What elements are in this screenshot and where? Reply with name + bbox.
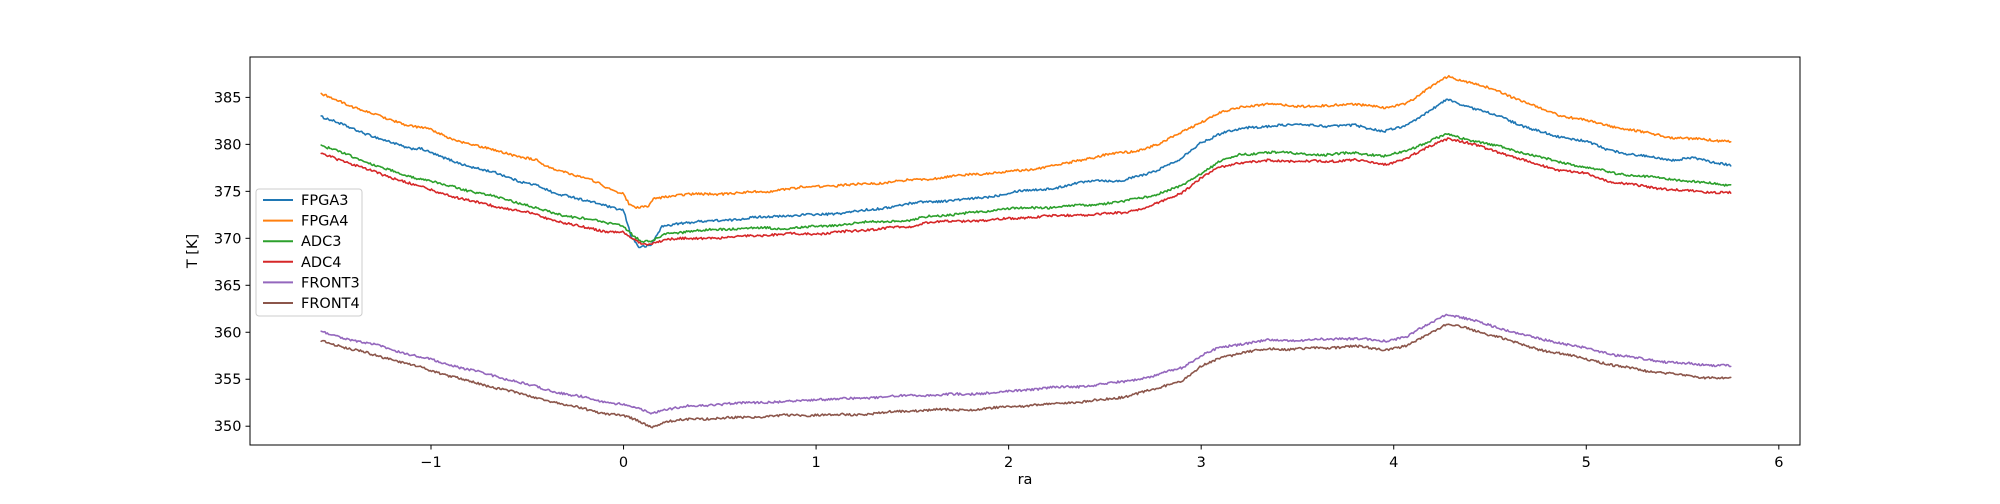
y-tick-label: 365: [214, 278, 242, 294]
y-tick-label: 370: [214, 231, 242, 247]
x-tick-label: 1: [811, 455, 820, 471]
series-line-FRONT4: [320, 323, 1732, 429]
x-tick-label: 6: [1774, 455, 1783, 471]
y-tick-label: 350: [214, 419, 242, 435]
x-tick-label: 5: [1582, 455, 1591, 471]
series-line-ADC3: [320, 133, 1732, 244]
legend-label-FRONT3: FRONT3: [301, 275, 360, 291]
series-line-FPGA3: [320, 98, 1732, 249]
y-axis-label: T [K]: [185, 234, 201, 269]
x-tick-label: 2: [1004, 455, 1013, 471]
series-line-FPGA4: [320, 74, 1732, 209]
y-tick-label: 360: [214, 325, 242, 341]
series-line-ADC4: [320, 137, 1732, 246]
legend-label-ADC3: ADC3: [301, 234, 341, 250]
x-axis-label: ra: [1018, 472, 1033, 488]
x-tick-label: 0: [619, 455, 628, 471]
y-tick-label: 355: [214, 372, 242, 388]
y-tick-label: 375: [214, 184, 242, 200]
x-tick-label: 3: [1197, 455, 1206, 471]
x-tick-label: −1: [420, 455, 441, 471]
y-tick-label: 380: [214, 137, 242, 153]
legend-label-FRONT4: FRONT4: [301, 296, 360, 312]
x-tick-label: 4: [1389, 455, 1398, 471]
y-tick-label: 385: [214, 90, 242, 106]
series-line-FRONT3: [320, 313, 1732, 415]
plot-border: [249, 56, 1801, 446]
legend-label-FPGA4: FPGA4: [301, 214, 348, 230]
legend-label-FPGA3: FPGA3: [301, 193, 348, 209]
legend-label-ADC4: ADC4: [301, 255, 341, 271]
